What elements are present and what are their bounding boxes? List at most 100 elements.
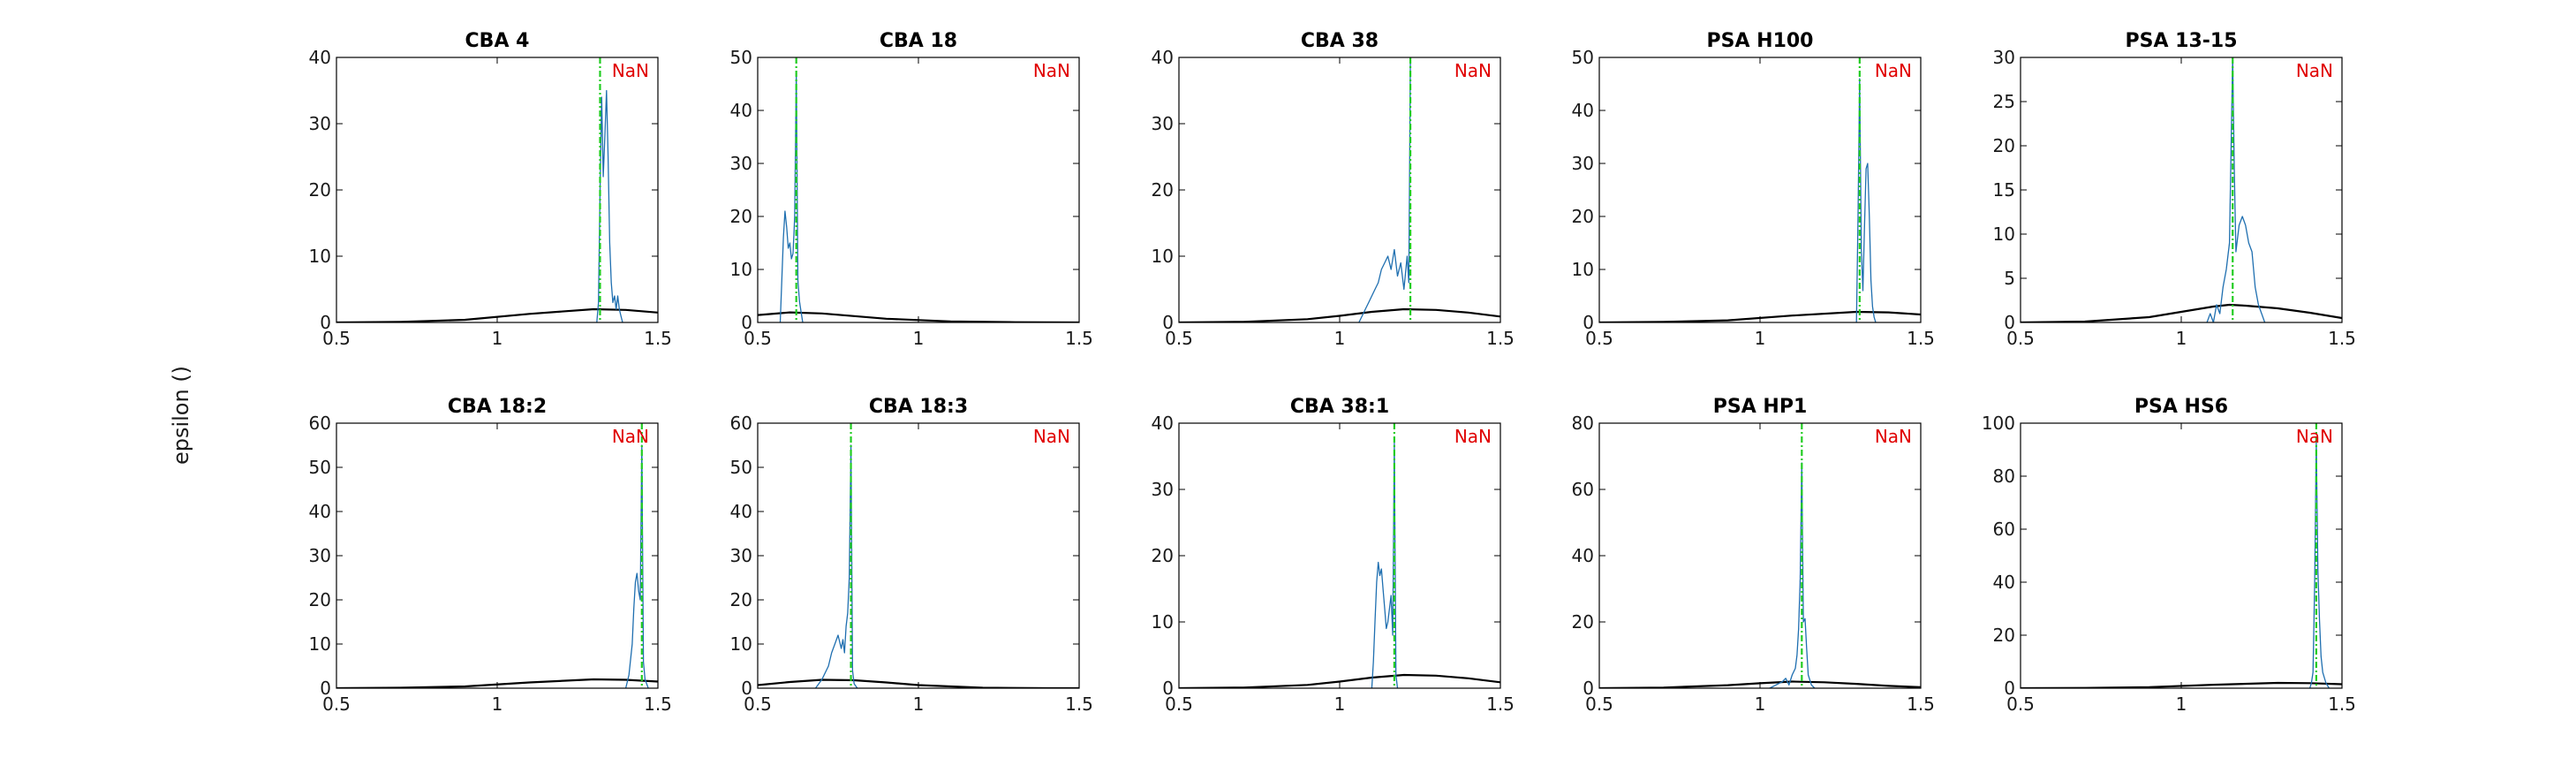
histogram-curve: [1855, 78, 1877, 322]
nan-annotation: NaN: [1875, 60, 1912, 81]
y-tick-label: 40: [1993, 572, 2015, 593]
subplot-title: PSA HS6: [2134, 396, 2228, 418]
y-tick-label: 0: [320, 678, 331, 699]
axes-frame: [336, 422, 659, 689]
axes-frame: [336, 57, 659, 323]
subplot-9: 0.5 1 1.5 0 20 40 60 80 PSA HP1 NaN: [1572, 396, 1935, 715]
nan-annotation: NaN: [1454, 60, 1492, 81]
x-tick-label: 1.5: [1907, 328, 1935, 349]
axes-frame: [1178, 422, 1501, 689]
y-tick-label: 20: [1572, 206, 1594, 227]
y-tick-label: 30: [1572, 153, 1594, 174]
prior-curve: [1179, 307, 1500, 322]
y-tick-label: 30: [1993, 47, 2015, 68]
y-tick-label: 30: [309, 545, 331, 566]
y-tick-label: 20: [730, 589, 752, 610]
y-tick-label: 20: [1152, 179, 1174, 201]
y-tick-label: 20: [1572, 611, 1594, 633]
y-tick-label: 10: [309, 633, 331, 655]
axes-frame: [757, 57, 1080, 323]
x-tick-label: 0.5: [744, 693, 772, 715]
prior-curve: [2021, 303, 2342, 322]
histogram-curve: [2308, 441, 2330, 688]
y-tick-label: 50: [309, 457, 331, 478]
histogram-curve: [1769, 462, 1816, 688]
y-tick-label: 40: [730, 501, 752, 522]
nan-annotation: NaN: [1033, 426, 1070, 447]
y-tick-label: 25: [1993, 91, 2015, 112]
y-tick-label: 0: [1162, 678, 1174, 699]
nan-annotation: NaN: [1875, 426, 1912, 447]
y-tick-label: 30: [730, 153, 752, 174]
x-tick-label: 1: [492, 328, 503, 349]
histogram-curve: [779, 72, 804, 322]
y-tick-label: 30: [1152, 479, 1174, 500]
y-tick-label: 0: [2004, 678, 2015, 699]
y-tick-label: 60: [309, 413, 331, 434]
x-tick-label: 1.5: [1486, 328, 1515, 349]
x-tick-label: 1: [2176, 693, 2187, 715]
y-tick-label: 100: [1982, 413, 2015, 434]
x-tick-label: 1.5: [1907, 693, 1935, 715]
x-tick-label: 1.5: [1065, 693, 1093, 715]
y-tick-label: 0: [2004, 312, 2015, 333]
subplot-2: 0.5 1 1.5 0 10 20 30 40 50 CBA 18 NaN: [730, 30, 1093, 349]
y-tick-label: 30: [730, 545, 752, 566]
x-tick-label: 0.5: [1165, 693, 1193, 715]
y-tick-label: 20: [1152, 545, 1174, 566]
x-tick-label: 1.5: [2328, 328, 2356, 349]
y-tick-label: 20: [309, 589, 331, 610]
y-tick-label: 40: [309, 47, 331, 68]
subplot-title: CBA 18:2: [448, 396, 547, 418]
subplot-title: CBA 38:1: [1290, 396, 1389, 418]
y-tick-label: 10: [1993, 224, 2015, 245]
y-tick-label: 50: [730, 457, 752, 478]
y-tick-label: 20: [730, 206, 752, 227]
subplot-1: 0.5 1 1.5 0 10 20 30 40 CBA 4 NaN: [309, 30, 672, 349]
y-tick-label: 40: [1152, 413, 1174, 434]
x-tick-label: 1.5: [1486, 693, 1515, 715]
y-tick-label: 20: [1993, 135, 2015, 156]
x-tick-label: 0.5: [744, 328, 772, 349]
nan-annotation: NaN: [612, 426, 649, 447]
y-axis-label: epsilon (): [169, 365, 193, 466]
y-tick-label: 40: [1572, 545, 1594, 566]
y-tick-label: 0: [1583, 678, 1594, 699]
subplot-5: 0.5 1 1.5 0 5 10 15 20 25 30 PSA 13-15 NaN: [1993, 30, 2356, 349]
y-tick-label: 60: [1572, 479, 1594, 500]
subplot-10: 0.5 1 1.5 0 20 40 60 80 100 PSA HS6 NaN: [1982, 396, 2356, 715]
x-tick-label: 1.5: [1065, 328, 1093, 349]
nan-annotation: NaN: [612, 60, 649, 81]
y-tick-label: 10: [730, 633, 752, 655]
nan-annotation: NaN: [1454, 426, 1492, 447]
x-tick-label: 1: [913, 328, 925, 349]
subplot-title: CBA 38: [1301, 30, 1379, 52]
y-tick-label: 20: [309, 179, 331, 201]
y-tick-label: 60: [730, 413, 752, 434]
axes-frame: [1598, 57, 1922, 323]
y-tick-label: 50: [1572, 47, 1594, 68]
histogram-curve: [624, 444, 649, 688]
subplot-title: CBA 18:3: [869, 396, 968, 418]
nan-annotation: NaN: [2296, 60, 2333, 81]
axes-frame: [2020, 57, 2343, 323]
x-tick-label: 0.5: [1165, 328, 1193, 349]
x-tick-label: 0.5: [1585, 693, 1613, 715]
subplot-3: 0.5 1 1.5 0 10 20 30 40 CBA 38 NaN: [1152, 30, 1515, 349]
y-tick-label: 20: [1993, 625, 2015, 646]
histogram-curve: [596, 89, 623, 322]
axes-frame: [1178, 57, 1501, 323]
y-tick-label: 10: [1152, 611, 1174, 633]
x-tick-label: 0.5: [322, 693, 351, 715]
x-tick-label: 1: [1334, 328, 1346, 349]
y-tick-label: 40: [309, 501, 331, 522]
x-tick-label: 1: [1755, 328, 1766, 349]
histogram-curve: [1371, 442, 1399, 688]
subplot-title: PSA HP1: [1713, 396, 1808, 418]
prior-curve: [336, 307, 658, 322]
y-tick-label: 0: [741, 312, 752, 333]
x-tick-label: 1.5: [644, 328, 672, 349]
x-tick-label: 0.5: [322, 328, 351, 349]
axes-frame: [2020, 422, 2343, 689]
